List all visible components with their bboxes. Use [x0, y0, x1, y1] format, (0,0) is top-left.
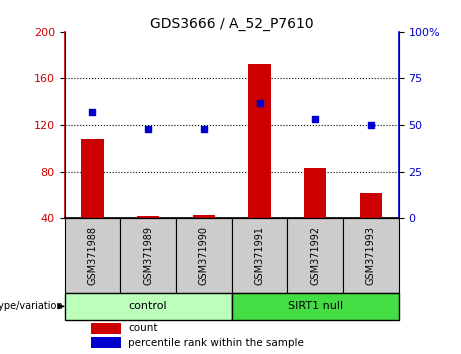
Point	[89, 109, 96, 115]
Text: genotype/variation: genotype/variation	[0, 301, 64, 312]
Bar	[231, 218, 287, 293]
Text: count: count	[128, 324, 158, 333]
Text: GSM371989: GSM371989	[143, 226, 153, 285]
Text: GSM371988: GSM371988	[88, 226, 97, 285]
Point	[367, 122, 375, 128]
Text: percentile rank within the sample: percentile rank within the sample	[128, 338, 304, 348]
Text: GSM371991: GSM371991	[254, 226, 265, 285]
Bar	[91, 323, 121, 334]
Bar	[343, 218, 399, 293]
Point	[312, 117, 319, 122]
Bar	[176, 218, 231, 293]
Point	[144, 126, 152, 132]
Bar	[120, 218, 176, 293]
Bar	[231, 293, 399, 320]
Bar	[81, 139, 104, 218]
Title: GDS3666 / A_52_P7610: GDS3666 / A_52_P7610	[150, 17, 313, 31]
Text: SIRT1 null: SIRT1 null	[288, 301, 343, 312]
Text: GSM371990: GSM371990	[199, 226, 209, 285]
Text: GSM371993: GSM371993	[366, 226, 376, 285]
Bar	[91, 337, 121, 348]
Bar	[193, 215, 215, 218]
Bar	[287, 218, 343, 293]
Bar	[360, 193, 382, 218]
Bar	[248, 64, 271, 218]
Point	[256, 100, 263, 105]
Text: GSM371992: GSM371992	[310, 226, 320, 285]
Bar	[65, 218, 120, 293]
Bar	[137, 216, 159, 218]
Text: control: control	[129, 301, 167, 312]
Bar	[65, 293, 231, 320]
Bar	[304, 168, 326, 218]
Point	[200, 126, 207, 132]
